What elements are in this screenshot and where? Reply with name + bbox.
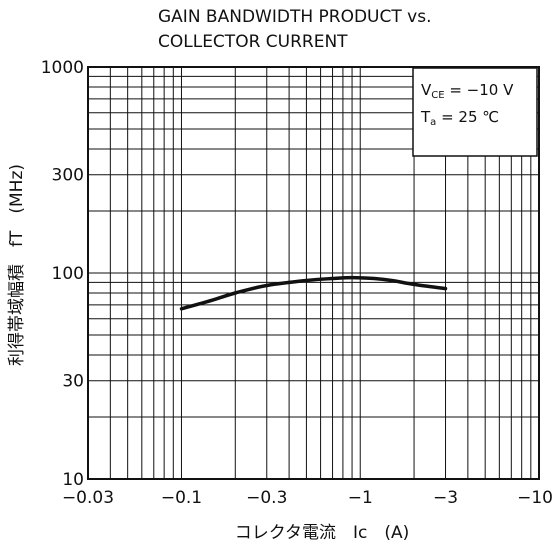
- y-tick-labels: 10 30 100 300 1000: [41, 58, 84, 490]
- x-tick-label: −0.03: [62, 488, 114, 508]
- x-tick-label: −0.1: [161, 488, 202, 508]
- y-tick-label: 30: [62, 372, 84, 392]
- x-tick-label: −1: [348, 488, 373, 508]
- chart-title-line-1: GAIN BANDWIDTH PRODUCT vs.: [158, 7, 431, 27]
- y-tick-label: 300: [52, 166, 84, 186]
- x-axis-label: コレクタ電流 Ic (A): [235, 523, 410, 543]
- conditions-box: VCE = −10 V Ta = 25 ℃: [412, 67, 538, 157]
- x-tick-label: −10: [517, 488, 553, 508]
- y-axis-label: 利得帯域幅積 fT (MHz): [7, 164, 27, 366]
- series-line: [179, 275, 448, 311]
- y-tick-label: 100: [52, 264, 84, 284]
- y-tick-label: 1000: [41, 58, 84, 78]
- plot-frame: [87, 66, 540, 480]
- x-tick-labels: −0.03 −0.1 −0.3 −1 −3 −10: [62, 488, 553, 508]
- y-tick-label: 10: [62, 470, 84, 490]
- x-tick-label: −0.3: [246, 488, 287, 508]
- condition-vce: VCE = −10 V: [421, 81, 514, 101]
- chart-title-line-2: COLLECTOR CURRENT: [158, 32, 348, 52]
- condition-ta: Ta = 25 ℃: [420, 108, 499, 128]
- x-tick-label: −3: [433, 488, 458, 508]
